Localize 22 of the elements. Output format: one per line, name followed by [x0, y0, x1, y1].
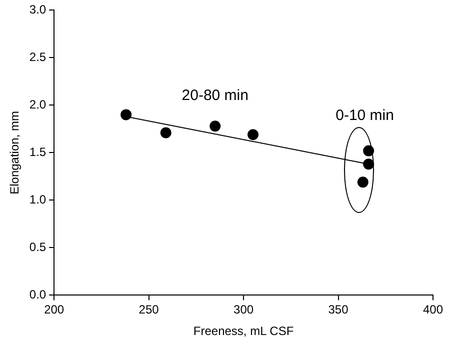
- point: [363, 158, 374, 170]
- point: [120, 109, 132, 120]
- x-tick-label: 350: [328, 302, 349, 317]
- y-tick-label: 1.5: [29, 145, 46, 160]
- y-tick-label: 2.0: [29, 98, 46, 112]
- point: [160, 127, 172, 138]
- y-tick-label: 0.5: [29, 240, 46, 254]
- y-tick-label: 1.0: [29, 192, 46, 207]
- annotation: 20-80 min: [182, 86, 248, 104]
- x-tick-label: 400: [422, 302, 444, 317]
- point: [357, 176, 368, 188]
- x-tick-label: 300: [234, 302, 254, 317]
- y-axis-title: Elongation, mm: [8, 111, 22, 194]
- point: [248, 129, 259, 140]
- y-tick-label: 0.0: [29, 288, 46, 302]
- y-tick-label: 3.0: [29, 2, 46, 17]
- annotation: 0-10 min: [336, 106, 394, 124]
- point: [210, 120, 221, 132]
- x-tick-label: 250: [138, 302, 160, 317]
- y-tick-label: 2.5: [29, 50, 46, 64]
- x-tick-label: 200: [44, 302, 64, 317]
- x-axis-title: Freeness, mL CSF: [193, 324, 294, 338]
